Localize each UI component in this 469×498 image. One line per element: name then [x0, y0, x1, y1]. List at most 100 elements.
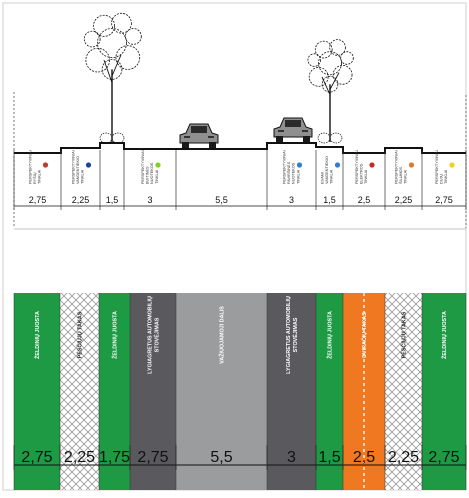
svg-text:VAŽIUOJAMOJI DALIS: VAŽIUOJAMOJI DALIS — [218, 306, 226, 364]
svg-text:ŽELDINIŲ JUOSTA: ŽELDINIŲ JUOSTA — [326, 311, 334, 359]
utility-note-line: TINKLAI — [81, 170, 85, 184]
utility-dot — [42, 162, 49, 168]
utility-dot — [85, 162, 92, 168]
plan-width-label: 1,75 — [99, 449, 130, 466]
plan-strip-label: ŽELDINIŲ JUOSTA — [440, 311, 448, 359]
utility-note-line: PAVIRŠINĖS — [286, 161, 291, 184]
utility-note: PERSPEKTYVINIAI ELEKTROS TINKLAI — [355, 150, 368, 184]
plan-strip-label: ŽELDINIŲ JUOSTA — [326, 311, 334, 359]
utility-note: PERSPEKTYVINIAI BUITINĖS NUOTEKOS TINKLAI — [141, 150, 159, 184]
plan-strip-label: ŽELDINIŲ JUOSTA — [33, 311, 41, 359]
utility-note-line: NUOTEKOS — [292, 162, 296, 184]
svg-text:DVIRAČIŲ TAKAS: DVIRAČIŲ TAKAS — [361, 312, 368, 358]
plan-strip-label: PĖSČIŲJŲ TAKAS — [401, 311, 408, 358]
svg-text:ŽELDINIŲ JUOSTA: ŽELDINIŲ JUOSTA — [33, 311, 41, 359]
plan-width-label: 1,5 — [318, 449, 340, 466]
utility-dot — [408, 162, 415, 168]
top-width-label: 5,5 — [215, 195, 228, 205]
svg-text:LYGIAGRETUS AUTOMOBILIŲ: LYGIAGRETUS AUTOMOBILIŲ — [286, 296, 292, 374]
plan-strip-parking — [130, 293, 176, 490]
utility-note-line: PERSPEKTYVINIAI — [29, 150, 33, 184]
utility-note-line: TINKLAI — [404, 170, 408, 184]
plan-strip-label: VAŽIUOJAMOJI DALIS — [218, 306, 226, 364]
plan-width-label: 2,75 — [21, 449, 52, 466]
tree-icon — [307, 39, 354, 144]
utility-note-line: DUJŲ — [440, 174, 444, 184]
plan-section: ŽELDINIŲ JUOSTA 2,75 PĖSČIŲJŲ TAKAS 2,25 ŽEL… — [13, 293, 467, 490]
plan-width-label: 5,5 — [210, 449, 232, 466]
utility-note-line: PERSPEKTYVINIAI — [355, 150, 359, 184]
svg-text:ŽELDINIŲ JUOSTA: ŽELDINIŲ JUOSTA — [440, 311, 448, 359]
utility-note-line: NUOTEKOS — [150, 162, 154, 184]
plan-strip-label: DVIRAČIŲ TAKAS — [361, 312, 368, 358]
plan-strip-label: LYGIAGRETUS AUTOMOBILIŲ STOVĖJIMAS — [286, 296, 299, 374]
utility-note-line: VANDENTIEKIO — [76, 156, 80, 184]
car-icon — [273, 117, 313, 142]
utility-note-line: TINKLAI — [330, 170, 334, 184]
utility-note: PERSPEKTYVINIAI DUJŲ TINKLAI — [435, 150, 448, 184]
plan-strip-road — [176, 293, 267, 490]
plan-width-label: 2,75 — [137, 449, 168, 466]
top-width-label: 1,5 — [106, 195, 119, 205]
utility-note-line: TINKLAI — [155, 170, 159, 184]
plan-strip-label: PĖSČIŲJŲ TAKAS — [77, 311, 84, 358]
plan-strip-green — [422, 293, 466, 490]
utility-note-line: TINKLAI — [444, 170, 448, 184]
top-width-label: 2,75 — [29, 195, 47, 205]
utility-note-line: ELEKTROS — [360, 163, 364, 184]
utility-note-line: BUITINĖS — [145, 166, 150, 184]
utility-dot — [296, 162, 303, 168]
ground-profile — [14, 142, 466, 154]
top-width-label: 3 — [289, 195, 294, 205]
utility-note-line: PERSPEKTYVINIAI — [141, 150, 145, 184]
top-width-label: 2,75 — [435, 195, 453, 205]
plan-width-label: 2,25 — [388, 449, 419, 466]
plan-width-label: 2,75 — [428, 449, 459, 466]
utility-note-line: PERSPEKTYVINIAI — [283, 150, 287, 184]
utility-dot — [369, 162, 375, 168]
svg-text:PĖSČIŲJŲ TAKAS: PĖSČIŲJŲ TAKAS — [77, 311, 84, 358]
utility-note-line: TINKLAI — [364, 170, 368, 184]
utility-note: ESAMI VANDENTIEKIO TINKLAI — [321, 156, 334, 184]
plan-strip-parking — [267, 293, 316, 490]
utility-dot — [334, 162, 341, 168]
utility-note-line: ŠILUMOS — [398, 166, 403, 184]
tree-icon — [83, 12, 142, 144]
plan-strip-green — [316, 293, 343, 490]
utility-note-line: TINKLAI — [38, 170, 42, 184]
utility-note-line: TINKLAI — [296, 170, 300, 184]
top-width-label: 2,5 — [358, 195, 371, 205]
utility-dot — [155, 162, 161, 168]
svg-text:STOVĖJIMAS: STOVĖJIMAS — [292, 317, 299, 352]
utility-note: PERSPEKTYVINIAI ŠILUMOS TINKLAI — [395, 150, 408, 184]
car-icon — [179, 123, 219, 148]
plan-strip-green — [14, 293, 60, 490]
utility-note-line: VANDENTIEKIO — [325, 156, 329, 184]
plan-strip-label: LYGIAGRETUS AUTOMOBILIŲ STOVĖJIMAS — [148, 296, 161, 374]
plan-strip-label: ŽELDINIŲ JUOSTA — [111, 311, 119, 359]
plan-strip-green — [99, 293, 130, 490]
plan-strip-sidewalk — [60, 293, 99, 490]
svg-text:STOVĖJIMAS: STOVĖJIMAS — [154, 317, 161, 352]
utility-note-line: PERSPEKTYVINIAI — [395, 150, 399, 184]
utility-note: PERSPEKTYVINIAI RYŠIŲ TINKLAI — [29, 150, 42, 184]
plan-width-label: 2,5 — [353, 449, 375, 466]
plan-width-label: 2,25 — [64, 449, 95, 466]
utility-note-line: ESAMI — [321, 172, 325, 184]
utility-dot — [449, 162, 455, 168]
top-width-label: 1,5 — [323, 195, 336, 205]
utility-note-line: PERSPEKTYVINIAI — [435, 150, 439, 184]
utility-note-line: PERSPEKTYVINIAI — [72, 150, 76, 184]
utility-note-line: RYŠIŲ — [32, 172, 37, 184]
top-width-label: 3 — [147, 195, 152, 205]
svg-text:ŽELDINIŲ JUOSTA: ŽELDINIŲ JUOSTA — [111, 311, 119, 359]
top-width-label: 2,25 — [72, 195, 90, 205]
svg-text:PĖSČIŲJŲ TAKAS: PĖSČIŲJŲ TAKAS — [401, 311, 408, 358]
plan-strip-sidewalk — [385, 293, 422, 490]
plan-width-label: 3 — [287, 449, 296, 466]
utility-note: PERSPEKTYVINIAI VANDENTIEKIO TINKLAI — [72, 150, 85, 184]
utility-note: PERSPEKTYVINIAI PAVIRŠINĖS NUOTEKOS TINKLAI — [283, 150, 301, 184]
